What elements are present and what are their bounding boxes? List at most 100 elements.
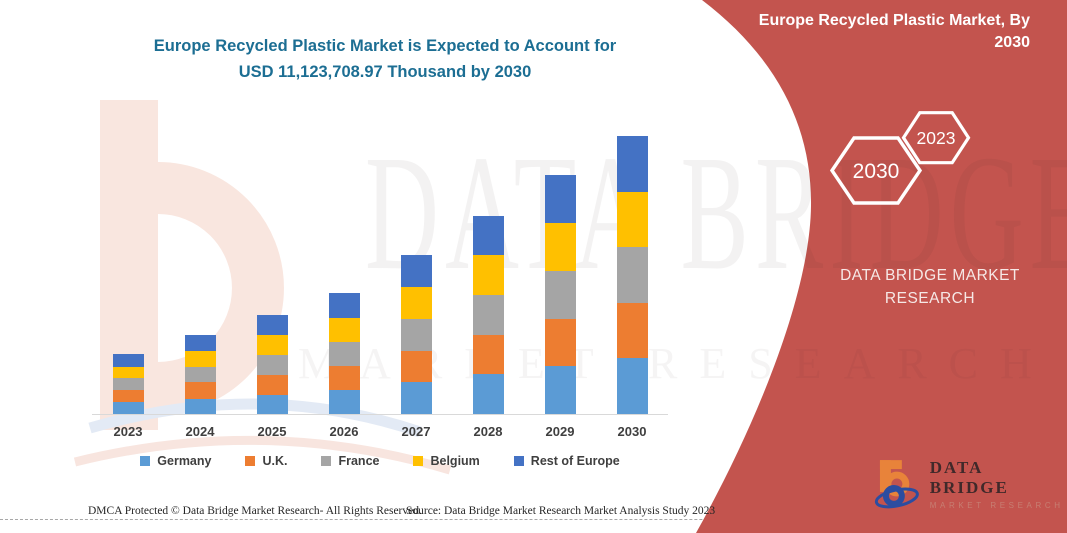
stacked-bar-2023 [112,354,144,414]
bar-segment-germany [616,358,648,414]
bar-segment-rest-of-europe [472,215,504,256]
bar-column-2025 [236,120,308,414]
bar-segment-rest-of-europe [616,136,648,192]
logo-name: DATA BRIDGE [929,458,1009,497]
x-axis-label-2028: 2028 [473,424,503,439]
bar-segment-belgium [256,335,288,355]
bar-column-2030 [596,120,668,414]
legend-label: France [338,454,380,468]
x-axis-label-2029: 2029 [545,424,575,439]
bar-segment-belgium [184,351,216,367]
bar-segment-rest-of-europe [112,354,144,368]
legend-label: Germany [157,454,212,468]
stacked-bar-2027 [400,255,432,414]
legend-swatch-icon [413,456,424,466]
legend-item-germany: Germany [140,454,211,468]
x-axis-label-2023: 2023 [113,424,143,439]
banner-title-line2: 2030 [994,33,1030,51]
bar-segment-u-k- [472,334,504,375]
bar-segment-rest-of-europe [256,315,288,336]
bar-segment-belgium [472,255,504,296]
bar-segment-rest-of-europe [184,335,216,352]
legend-item-rest-of-europe: Rest of Europe [513,454,620,468]
bar-column-2027 [380,120,452,414]
bar-segment-france [472,295,504,335]
legend-label: Belgium [430,454,480,468]
bar-segment-germany [328,390,360,414]
chart-title: Europe Recycled Plastic Market is Expect… [130,34,640,85]
bar-segment-germany [112,402,144,414]
legend-label: U.K. [262,454,288,468]
bar-segment-u-k- [184,382,216,399]
x-axis-label-2027: 2027 [401,424,431,439]
legend-item-france: France [321,454,379,468]
chart-title-line2: USD 11,123,708.97 Thousand by 2030 [238,62,532,81]
stacked-bar-2028 [472,215,504,414]
dmca-notice: DMCA Protected © Data Bridge Market Rese… [88,505,422,517]
bar-segment-rest-of-europe [400,255,432,288]
bar-column-2028 [452,120,524,414]
legend-item-u-k-: U.K. [245,454,287,468]
x-axis-label-2025: 2025 [257,424,287,439]
bar-segment-france [328,341,360,366]
bar-column-2024 [164,120,236,414]
bar-segment-belgium [544,223,576,271]
bar-segment-u-k- [256,374,288,395]
bar-segment-u-k- [112,389,144,403]
chart-title-line1: Europe Recycled Plastic Market is Expect… [153,37,617,55]
banner-title-line1: Europe Recycled Plastic Market, By [758,12,1030,29]
bar-segment-belgium [112,367,144,379]
bar-segment-rest-of-europe [544,175,576,224]
stacked-bar-2030 [616,136,648,414]
legend-swatch-icon [321,456,332,466]
bar-segment-france [400,319,432,351]
source-note: Source: Data Bridge Market Research Mark… [406,505,716,517]
bar-segment-france [256,354,288,375]
legend-swatch-icon [513,456,524,466]
hexagon-2023-label: 2023 [917,128,956,148]
bar-segment-germany [184,398,216,414]
bottom-dashed-divider [0,519,1067,520]
bar-segment-belgium [400,287,432,320]
stacked-bar-2026 [328,293,360,414]
bar-segment-belgium [328,317,360,342]
x-axis-label-2030: 2030 [617,424,647,439]
legend-swatch-icon [140,456,151,466]
banner-brand-text: DATA BRIDGE MARKET RESEARCH [840,267,1020,308]
chart-legend: Germany U.K. France Belgium Rest of Europe [92,454,668,468]
bar-segment-u-k- [400,350,432,383]
bar-segment-france [184,366,216,383]
legend-label: Rest of Europe [530,454,620,468]
hexagon-2030-label: 2030 [853,160,900,183]
x-axis-label-2024: 2024 [185,424,215,439]
bar-column-2029 [524,120,596,414]
logo-tagline: MARKET RESEARCH [929,501,1064,510]
stacked-bar-2024 [184,335,216,414]
bar-segment-u-k- [328,365,360,391]
bar-chart-plot-area [92,120,668,415]
company-logo: DATA BRIDGE MARKET RESEARCH [874,458,1067,510]
forecast-hexagons: 2030 2023 [829,111,971,205]
x-axis-label-2026: 2026 [329,424,359,439]
x-axis-labels: 2023 2024 2025 2026 2027 2028 2029 2030 [92,424,668,439]
banner-title: Europe Recycled Plastic Market, By 2030 [750,10,1030,53]
bar-segment-germany [544,366,576,414]
bar-segment-u-k- [616,302,648,359]
bar-segment-france [544,270,576,319]
bar-segment-germany [256,394,288,414]
bar-segment-france [616,247,648,303]
stacked-bar-2029 [544,175,576,414]
stacked-bar-2025 [256,315,288,414]
bar-segment-rest-of-europe [328,293,360,318]
bar-segment-belgium [616,191,648,248]
legend-swatch-icon [245,456,256,466]
bar-segment-france [112,378,144,390]
bar-segment-u-k- [544,318,576,367]
legend-item-belgium: Belgium [413,454,480,468]
bar-column-2026 [308,120,380,414]
bar-segment-germany [400,382,432,414]
data-bridge-logo-icon [874,460,919,509]
bar-column-2023 [92,120,164,414]
bar-segment-germany [472,374,504,414]
